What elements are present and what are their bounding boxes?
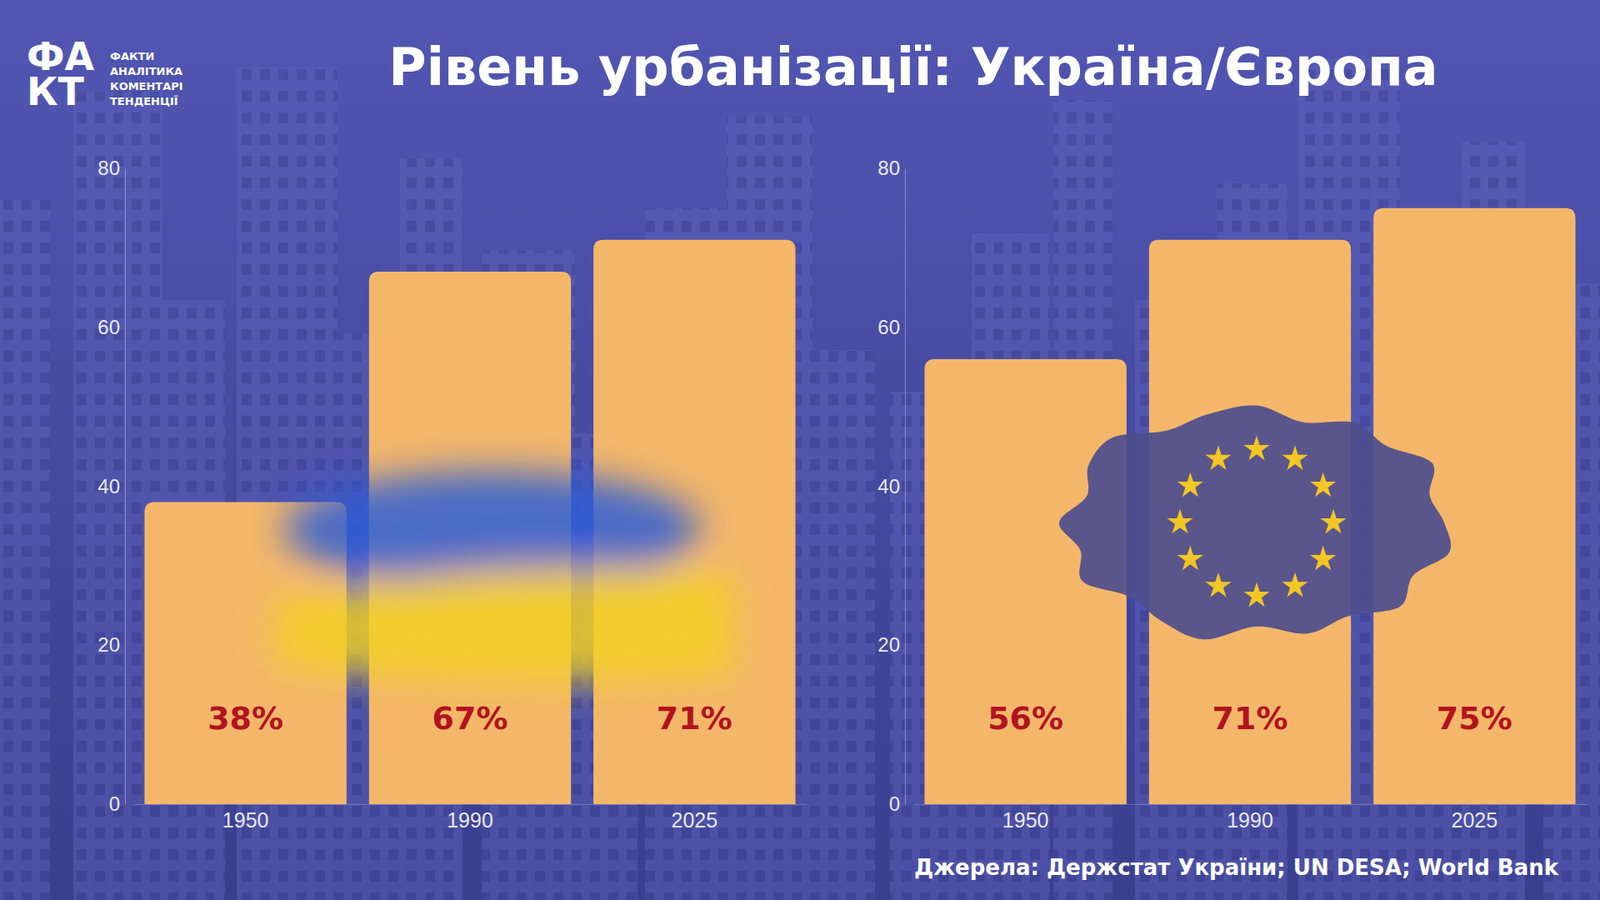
chart-panel: 0 20 40 60 80 1950 1990 2025 38% 67% 71% [97, 156, 807, 832]
flag-yellow [275, 568, 734, 682]
flag-eu-star [1281, 445, 1308, 470]
logo-mark: КТ [26, 69, 85, 115]
logo-line: АНАЛІТИКА [110, 65, 183, 78]
data-label: 71% [656, 700, 733, 737]
flag-ukraine [275, 470, 734, 682]
data-label: 71% [1212, 700, 1289, 737]
y-tick: 80 [877, 156, 905, 180]
y-tick-label: 60 [877, 315, 900, 339]
chart-panel: 0 20 40 60 80 1950 1990 2025 56% 71% 75% [877, 156, 1587, 832]
y-tick: 60 [877, 315, 905, 339]
x-tick: 1950 [1002, 804, 1050, 832]
x-tick: 1950 [222, 804, 270, 832]
flag-eu-star [1243, 582, 1270, 608]
logo-line: КОМЕНТАРІ [110, 80, 184, 93]
y-axis: 0 20 40 60 80 [97, 156, 125, 815]
x-tick-label: 1950 [222, 808, 270, 832]
x-tick-label: 1990 [1226, 808, 1274, 832]
bars [924, 208, 1575, 805]
chart-page: ФАКТФАКТИАНАЛІТИКАКОМЕНТАРІТЕНДЕНЦІЇРіве… [0, 0, 1600, 900]
flag-eu-star [1177, 472, 1204, 498]
x-tick-label: 2025 [671, 808, 719, 832]
data-labels: 56% 71% 75% [987, 700, 1513, 737]
flag-eu-star [1205, 572, 1231, 598]
data-label: 67% [432, 700, 509, 737]
x-tick: 1990 [446, 804, 494, 832]
x-tick-label: 1950 [1002, 808, 1050, 832]
source: Джерела: Держстат України; UN DESA; Worl… [914, 855, 1560, 880]
x-axis-line [914, 804, 1588, 805]
logo-line: ТЕНДЕНЦІЇ [110, 95, 179, 108]
y-tick-label: 0 [109, 792, 120, 815]
flag-eu-star [1166, 509, 1193, 535]
flag-eu-star [1177, 545, 1204, 571]
y-tick: 0 [889, 792, 905, 815]
y-tick: 0 [109, 792, 125, 815]
overlay [0, 0, 1600, 900]
data-labels: 38% 67% 71% [207, 700, 733, 737]
x-tick-label: 2025 [1451, 808, 1499, 832]
bars [144, 240, 795, 805]
data-label: 38% [207, 700, 284, 737]
x-axis: 1950 1990 2025 [914, 804, 1588, 832]
data-label: 75% [1436, 700, 1513, 737]
y-tick: 40 [877, 475, 905, 498]
y-tick-label: 40 [97, 475, 120, 498]
x-tick-label: 1990 [446, 808, 494, 832]
flag-eu [1059, 405, 1451, 640]
flag-eu-star [1310, 545, 1336, 571]
flag-eu-star [1205, 445, 1231, 470]
x-axis-line [134, 804, 808, 805]
y-tick-label: 40 [877, 475, 900, 498]
y-tick: 40 [97, 475, 125, 498]
flag-eu-star [1281, 572, 1308, 598]
logo: ФАКТФАКТИАНАЛІТИКАКОМЕНТАРІТЕНДЕНЦІЇ [26, 34, 184, 115]
data-label: 56% [987, 700, 1064, 737]
y-tick-label: 80 [877, 156, 900, 180]
y-tick-label: 20 [97, 633, 120, 656]
y-tick: 80 [97, 156, 125, 180]
title: Рівень урбанізації: Україна/Європа [388, 36, 1438, 98]
y-tick: 20 [877, 633, 905, 656]
y-tick-label: 60 [97, 315, 120, 339]
x-tick: 2025 [1451, 804, 1499, 832]
flag-eu-field [1059, 405, 1451, 640]
y-axis-line [125, 169, 126, 805]
y-axis-line [905, 169, 906, 805]
flag-eu-star [1320, 509, 1346, 535]
y-tick-label: 20 [877, 633, 900, 656]
background [0, 0, 1600, 900]
y-axis: 0 20 40 60 80 [877, 156, 905, 815]
x-axis: 1950 1990 2025 [134, 804, 808, 832]
flag-eu-star [1310, 472, 1336, 498]
flag-eu-star [1243, 435, 1270, 461]
logo-line: ФАКТИ [110, 50, 155, 63]
x-tick: 1990 [1226, 804, 1274, 832]
y-tick: 20 [97, 633, 125, 656]
y-tick: 60 [97, 315, 125, 339]
y-tick-label: 0 [889, 792, 900, 815]
y-tick-label: 80 [97, 156, 120, 180]
x-tick: 2025 [671, 804, 719, 832]
